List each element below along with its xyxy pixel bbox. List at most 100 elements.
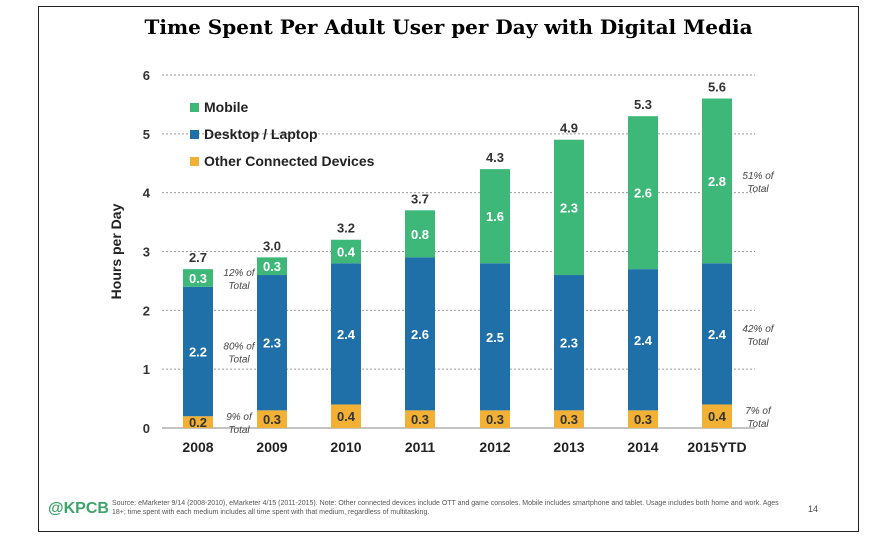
- bar-total-label: 4.9: [560, 121, 578, 136]
- bar-other-connected-devices-2009: [257, 410, 287, 428]
- bar-mobile-2008: [183, 269, 213, 287]
- bar-value-label: 0.4: [337, 409, 356, 424]
- bar-total-label: 3.2: [337, 221, 355, 236]
- bar-desktop-laptop-2011: [405, 257, 435, 411]
- bar-total-label: 3.0: [263, 238, 281, 253]
- x-tick-label: 2015YTD: [687, 439, 746, 455]
- share-annotation: 7% of: [745, 406, 772, 417]
- bar-value-label: 2.4: [634, 333, 653, 348]
- x-tick-label: 2009: [256, 439, 287, 455]
- y-axis-title: Hours per Day: [108, 203, 124, 299]
- bar-total-label: 2.7: [189, 250, 207, 265]
- legend-label: Other Connected Devices: [204, 153, 375, 169]
- share-annotation: 51% of: [742, 171, 774, 182]
- bar-other-connected-devices-2014: [628, 410, 658, 428]
- bar-value-label: 0.3: [411, 412, 429, 427]
- bar-value-label: 2.3: [263, 336, 281, 351]
- bar-value-label: 0.4: [337, 245, 356, 260]
- legend-swatch: [190, 157, 199, 166]
- bar-value-label: 2.6: [411, 327, 429, 342]
- bar-mobile-2009: [257, 257, 287, 276]
- bar-value-label: 2.6: [634, 186, 652, 201]
- annotations: 12% of Total 80% of Total 9% of Total 51% of To…: [223, 171, 774, 436]
- x-tick-label: 2010: [330, 439, 361, 455]
- bar-desktop-laptop-2014: [628, 269, 658, 411]
- source-note: Source: eMarketer 9/14 (2008-2010), eMar…: [112, 500, 779, 516]
- bar-other-connected-devices-2010: [331, 404, 361, 428]
- bar-desktop-laptop-2013: [554, 275, 584, 411]
- bar-total-label: 3.7: [411, 191, 429, 206]
- bar-value-label: 2.2: [189, 345, 207, 360]
- bar-value-label: 2.3: [560, 336, 578, 351]
- bar-value-label: 0.2: [189, 415, 207, 430]
- x-tick-label: 2011: [405, 439, 436, 455]
- bar-mobile-2011: [405, 210, 435, 258]
- page-number: 14: [808, 504, 819, 514]
- bar-value-label: 0.3: [560, 412, 578, 427]
- bar-mobile-2015ytd: [702, 98, 732, 264]
- y-tick-label: 3: [143, 245, 150, 260]
- x-tick-label: 2012: [479, 439, 510, 455]
- bar-value-label: 1.6: [486, 209, 504, 224]
- legend: Mobile Desktop / Laptop Other Connected De…: [190, 99, 375, 169]
- bar-other-connected-devices-2008: [183, 416, 213, 428]
- bar-mobile-2014: [628, 116, 658, 270]
- legend-label: Desktop / Laptop: [204, 126, 318, 142]
- legend-swatch: [190, 103, 199, 112]
- bars: 0.2 2.2 0.3 2.7 0.3 2.3 0.3 3.0 0.4 2.4 0.4 3.2 0.3 2…: [183, 80, 732, 430]
- bar-total-label: 4.3: [486, 150, 504, 165]
- share-annotation: Total: [747, 337, 769, 348]
- bar-total-label: 5.6: [708, 80, 726, 95]
- share-annotation: Total: [228, 425, 250, 436]
- legend-label: Mobile: [204, 99, 249, 115]
- share-annotation: Total: [228, 281, 250, 292]
- bar-value-label: 2.4: [337, 327, 356, 342]
- kpcb-logo: @KPCB: [48, 500, 109, 517]
- bar-value-label: 0.3: [189, 271, 207, 286]
- bar-other-connected-devices-2013: [554, 410, 584, 428]
- bar-value-label: 0.3: [634, 412, 652, 427]
- share-annotation: 12% of: [223, 268, 255, 279]
- share-annotation: 42% of: [742, 324, 774, 335]
- share-annotation: 80% of: [223, 342, 255, 353]
- bar-total-label: 5.3: [634, 97, 652, 112]
- bar-mobile-2012: [480, 169, 510, 264]
- share-annotation: Total: [228, 355, 250, 366]
- bar-other-connected-devices-2015ytd: [702, 404, 732, 428]
- share-annotation: Total: [747, 184, 769, 195]
- bar-other-connected-devices-2011: [405, 410, 435, 428]
- y-tick-label: 2: [143, 303, 150, 318]
- x-tick-label: 2014: [627, 439, 658, 455]
- bar-desktop-laptop-2009: [257, 275, 287, 411]
- bar-mobile-2010: [331, 239, 361, 264]
- bar-value-label: 0.3: [263, 412, 281, 427]
- gridlines: [162, 74, 755, 370]
- y-tick-label: 5: [143, 127, 150, 142]
- bar-value-label: 0.3: [263, 259, 281, 274]
- legend-swatch: [190, 130, 199, 139]
- bar-value-label: 2.5: [486, 330, 504, 345]
- bar-value-label: 0.4: [708, 409, 727, 424]
- chart-title: Time Spent Per Adult User per Day with D…: [144, 15, 753, 39]
- x-axis: 2008 2009 2010 2011 2012 2013 2014 2015YTD: [182, 439, 746, 455]
- bar-value-label: 2.3: [560, 200, 578, 215]
- bar-desktop-laptop-2012: [480, 263, 510, 411]
- y-tick-label: 4: [143, 186, 151, 201]
- y-tick-label: 1: [143, 362, 150, 377]
- bar-other-connected-devices-2012: [480, 410, 510, 428]
- bar-desktop-laptop-2010: [331, 263, 361, 405]
- x-tick-label: 2008: [182, 439, 213, 455]
- bar-desktop-laptop-2008: [183, 286, 213, 417]
- bar-value-label: 2.8: [708, 174, 726, 189]
- bar-mobile-2013: [554, 139, 584, 276]
- y-tick-label: 6: [143, 68, 150, 83]
- bar-value-label: 0.3: [486, 412, 504, 427]
- bar-desktop-laptop-2015ytd: [702, 263, 732, 405]
- x-tick-label: 2013: [553, 439, 584, 455]
- y-tick-label: 0: [143, 421, 150, 436]
- bar-value-label: 2.4: [708, 327, 727, 342]
- bar-value-label: 0.8: [411, 227, 429, 242]
- share-annotation: Total: [747, 419, 769, 430]
- share-annotation: 9% of: [226, 412, 253, 423]
